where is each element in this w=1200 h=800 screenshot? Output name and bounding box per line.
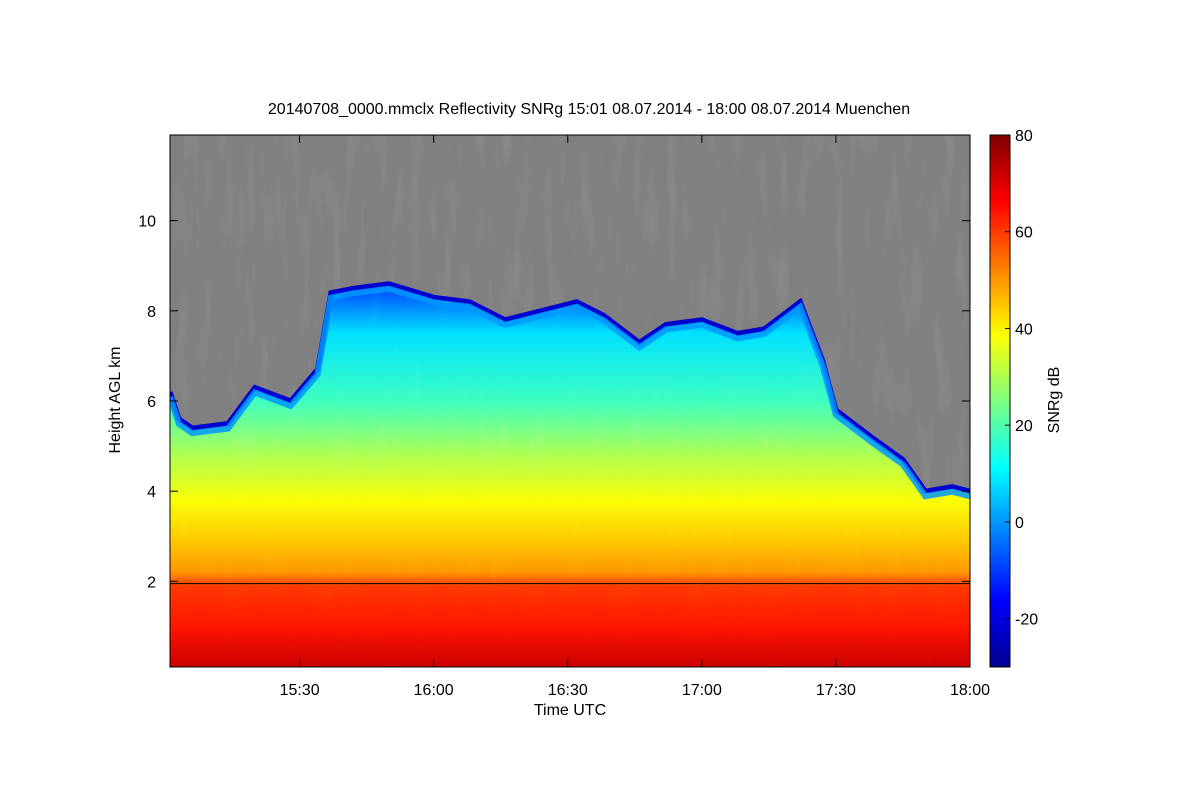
y-axis-label: Height AGL km (107, 346, 124, 453)
plot-area (170, 135, 970, 667)
x-tick-label: 16:30 (548, 682, 588, 699)
colorbar-tick-label: 60 (1015, 225, 1033, 242)
colorbar-gradient (989, 134, 1011, 668)
y-tick-label: 8 (147, 304, 156, 321)
x-tick-label: 15:30 (280, 682, 320, 699)
y-tick-label: 10 (138, 214, 156, 231)
y-tick-label: 6 (147, 394, 156, 411)
streak-texture (170, 135, 970, 667)
x-tick-label: 18:00 (950, 682, 990, 699)
colorbar-label: SNRg dB (1046, 367, 1063, 434)
colorbar-tick-label: -20 (1015, 612, 1038, 629)
y-axis: 2 4 6 8 10 (138, 214, 970, 591)
x-tick-label: 17:00 (682, 682, 722, 699)
x-axis-label: Time UTC (534, 702, 606, 719)
colorbar-tick-label: 40 (1015, 321, 1033, 338)
colorbar-tick-label: 0 (1015, 515, 1024, 532)
colorbar-tick-label: 20 (1015, 418, 1033, 435)
chart-title: 20140708_0000.mmclx Reflectivity SNRg 15… (268, 101, 910, 118)
x-axis: 15:30 16:00 16:30 17:00 17:30 18:00 (280, 135, 990, 699)
y-tick-label: 2 (147, 574, 156, 591)
y-tick-label: 4 (147, 484, 156, 501)
x-tick-label: 16:00 (414, 682, 454, 699)
colorbar-tick-label: 80 (1015, 128, 1033, 145)
x-tick-label: 17:30 (816, 682, 856, 699)
colorbar-ticks: -20 0 20 40 60 80 (1005, 128, 1038, 629)
colorbar: -20 0 20 40 60 80 SNRg dB (989, 128, 1063, 668)
